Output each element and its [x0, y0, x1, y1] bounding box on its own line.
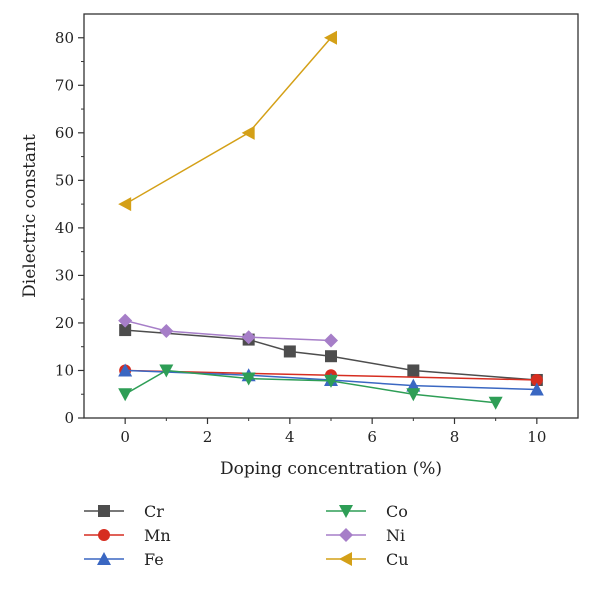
y-tick-label: 80 [55, 29, 74, 47]
data-point-co [241, 372, 256, 386]
x-tick-label: 4 [285, 428, 295, 446]
data-point-ni [118, 313, 133, 328]
data-point-fe [118, 363, 133, 377]
data-point-co [159, 364, 174, 378]
legend-label-mn: Mn [144, 526, 171, 545]
series-line-co [124, 369, 496, 404]
legend-label-co: Co [386, 502, 408, 521]
legend-marker-mn [98, 529, 110, 541]
y-tick-label: 10 [55, 361, 74, 379]
y-tick-label: 60 [55, 124, 74, 142]
x-tick-label: 6 [367, 428, 377, 446]
y-axis-title: Dielectric constant [20, 134, 40, 298]
legend-marker-ni [339, 528, 353, 542]
legend-item-mn: Mn [84, 526, 171, 545]
series-ni [118, 313, 338, 348]
legend-marker-cu [339, 552, 352, 566]
data-point-fe [529, 382, 544, 396]
legend-label-ni: Ni [386, 526, 405, 545]
x-tick-label: 10 [527, 428, 546, 446]
axis-ticks: 0 2 4 6 8 10 0 10 20 30 40 50 60 70 80 [55, 29, 546, 446]
data-point-co [406, 388, 421, 402]
x-axis-title: Doping concentration (%) [220, 459, 442, 479]
legend-item-ni: Ni [326, 526, 405, 545]
y-tick-label: 0 [64, 409, 74, 427]
legend-marker-cr [98, 505, 110, 517]
legend-marker-co [339, 505, 353, 518]
data-point-cu [118, 197, 132, 212]
data-point-mn [530, 373, 543, 386]
y-tick-label: 20 [55, 314, 74, 332]
legend-label-cu: Cu [386, 550, 409, 569]
series-cu [118, 30, 337, 212]
data-point-cu [241, 125, 255, 140]
legend-item-co: Co [326, 502, 408, 521]
data-point-co [488, 396, 503, 410]
x-tick-label: 0 [120, 428, 130, 446]
legend-label-fe: Fe [144, 550, 164, 569]
series-line-cu [124, 37, 332, 205]
data-point-cr [283, 345, 296, 358]
legend-marker-fe [97, 552, 111, 565]
data-point-cu [324, 30, 337, 45]
y-tick-label: 70 [55, 76, 74, 94]
data-point-co [118, 388, 133, 402]
data-point-cr [119, 324, 132, 337]
y-tick-label: 50 [55, 171, 74, 189]
series-line-cr [125, 329, 537, 381]
legend-item-cu: Cu [326, 550, 409, 569]
y-tick-label: 40 [55, 219, 74, 237]
data-point-cr [325, 350, 337, 363]
x-tick-label: 8 [450, 428, 460, 446]
data-point-cr [407, 364, 420, 377]
legend-item-fe: Fe [84, 550, 164, 569]
series-line-ni [124, 319, 332, 342]
legend-label-cr: Cr [144, 502, 164, 521]
legend-item-cr: Cr [84, 502, 164, 521]
y-tick-label: 30 [55, 266, 74, 284]
data-point-ni [324, 333, 338, 348]
legend: Cr Mn Fe Co Ni Cu [84, 502, 409, 569]
series-layer [118, 30, 544, 410]
data-point-ni [241, 330, 256, 345]
data-point-co [324, 374, 338, 388]
series-co [118, 364, 503, 410]
data-point-ni [159, 324, 174, 339]
x-tick-label: 2 [203, 428, 213, 446]
